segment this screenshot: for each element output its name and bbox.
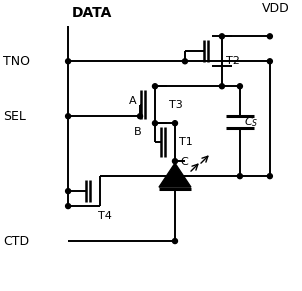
Text: CTD: CTD [3, 235, 29, 248]
Circle shape [66, 204, 71, 209]
Text: C: C [180, 157, 188, 167]
Text: TNO: TNO [3, 55, 30, 68]
Circle shape [237, 84, 243, 89]
Text: VDD: VDD [262, 2, 290, 15]
Circle shape [267, 59, 272, 64]
Text: DATA: DATA [72, 6, 112, 20]
Polygon shape [159, 163, 191, 187]
Text: T1: T1 [179, 137, 193, 147]
Circle shape [172, 121, 178, 126]
Circle shape [172, 239, 178, 244]
Circle shape [66, 189, 71, 194]
Circle shape [153, 84, 157, 89]
Text: $C_S$: $C_S$ [244, 115, 258, 129]
Text: SEL: SEL [3, 110, 26, 123]
Circle shape [172, 174, 178, 179]
Circle shape [153, 121, 157, 126]
Circle shape [182, 59, 188, 64]
Circle shape [237, 174, 243, 179]
Text: T2: T2 [226, 56, 240, 66]
Circle shape [220, 34, 224, 39]
Circle shape [172, 174, 178, 179]
Circle shape [220, 84, 224, 89]
Circle shape [172, 159, 178, 164]
Text: T4: T4 [98, 211, 112, 221]
Text: T3: T3 [169, 100, 183, 110]
Text: A: A [129, 96, 137, 106]
Circle shape [137, 114, 143, 119]
Circle shape [66, 114, 71, 119]
Circle shape [66, 59, 71, 64]
Text: B: B [133, 127, 141, 137]
Circle shape [267, 34, 272, 39]
Circle shape [267, 174, 272, 179]
